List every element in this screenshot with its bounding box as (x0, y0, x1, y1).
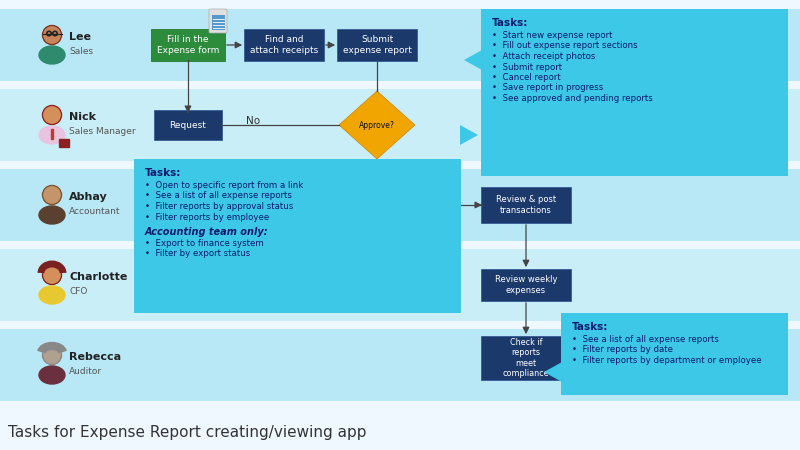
Circle shape (42, 105, 62, 125)
Circle shape (42, 26, 62, 45)
FancyBboxPatch shape (481, 336, 571, 380)
Circle shape (44, 267, 60, 283)
Text: Accounting team only:: Accounting team only: (145, 227, 269, 237)
Circle shape (44, 347, 60, 363)
Text: Abhay: Abhay (69, 192, 108, 202)
Ellipse shape (39, 286, 65, 304)
FancyBboxPatch shape (59, 140, 70, 148)
Text: Check if
reports
meet
compliance: Check if reports meet compliance (502, 338, 550, 378)
Ellipse shape (39, 126, 65, 144)
Text: •  Export to finance system: • Export to finance system (145, 239, 264, 248)
Text: •  Save report in progress: • Save report in progress (492, 84, 603, 93)
Text: Tasks:: Tasks: (492, 18, 528, 28)
FancyBboxPatch shape (561, 313, 788, 395)
Text: Fill in the
Expense form: Fill in the Expense form (157, 35, 219, 55)
FancyBboxPatch shape (481, 9, 788, 176)
Text: Sales Manager: Sales Manager (69, 127, 136, 136)
Text: •  Start new expense report: • Start new expense report (492, 31, 613, 40)
Text: Nick: Nick (69, 112, 96, 122)
FancyBboxPatch shape (211, 15, 225, 30)
Text: Sales: Sales (69, 48, 93, 57)
FancyBboxPatch shape (481, 187, 571, 223)
FancyBboxPatch shape (337, 29, 417, 61)
Text: Tasks:: Tasks: (572, 322, 608, 332)
Circle shape (42, 266, 62, 284)
Text: •  Submit report: • Submit report (492, 63, 562, 72)
Text: •  Filter by export status: • Filter by export status (145, 249, 250, 258)
Text: Submit
expense report: Submit expense report (342, 35, 411, 55)
Ellipse shape (39, 46, 65, 64)
Text: •  Fill out expense report sections: • Fill out expense report sections (492, 41, 638, 50)
Text: •  Filter reports by department or employee: • Filter reports by department or employ… (572, 356, 762, 365)
Text: •  Filter reports by approval status: • Filter reports by approval status (145, 202, 294, 211)
FancyBboxPatch shape (51, 129, 53, 139)
Text: •  See a list of all expense reports: • See a list of all expense reports (572, 335, 719, 344)
Polygon shape (339, 91, 415, 159)
Text: Request: Request (170, 121, 206, 130)
Text: •  Filter reports by employee: • Filter reports by employee (145, 212, 270, 221)
Ellipse shape (39, 206, 65, 224)
Ellipse shape (39, 366, 65, 384)
Text: Review weekly
expenses: Review weekly expenses (494, 275, 558, 295)
Text: •  Cancel report: • Cancel report (492, 73, 561, 82)
Text: •  See a list of all expense reports: • See a list of all expense reports (145, 192, 292, 201)
Text: Lee: Lee (69, 32, 91, 42)
FancyBboxPatch shape (0, 169, 800, 241)
Text: Find and
attach receipts: Find and attach receipts (250, 35, 318, 55)
FancyBboxPatch shape (0, 249, 800, 321)
Circle shape (44, 27, 60, 43)
FancyBboxPatch shape (134, 159, 461, 313)
Text: Accountant: Accountant (69, 207, 121, 216)
Circle shape (44, 187, 60, 203)
FancyBboxPatch shape (151, 29, 225, 61)
Circle shape (42, 185, 62, 204)
Text: No: No (246, 116, 260, 126)
Text: Rebecca: Rebecca (69, 352, 121, 362)
Text: •  Attach receipt photos: • Attach receipt photos (492, 52, 595, 61)
Polygon shape (460, 125, 478, 145)
FancyBboxPatch shape (244, 29, 324, 61)
Text: CFO: CFO (69, 288, 87, 297)
Text: Tasks for Expense Report creating/viewing app: Tasks for Expense Report creating/viewin… (8, 424, 366, 440)
Text: •  Filter reports by date: • Filter reports by date (572, 346, 673, 355)
Text: Approve?: Approve? (359, 121, 395, 130)
Text: Charlotte: Charlotte (69, 272, 127, 282)
FancyBboxPatch shape (481, 269, 571, 301)
Text: Auditor: Auditor (69, 368, 102, 377)
Circle shape (42, 346, 62, 365)
Text: Tasks:: Tasks: (145, 168, 182, 178)
Text: •  Open to specific report from a link: • Open to specific report from a link (145, 181, 303, 190)
FancyBboxPatch shape (209, 9, 227, 33)
Polygon shape (544, 362, 562, 382)
Text: •  See approved and pending reports: • See approved and pending reports (492, 94, 653, 103)
FancyBboxPatch shape (0, 329, 800, 401)
FancyBboxPatch shape (0, 9, 800, 81)
FancyBboxPatch shape (0, 89, 800, 161)
Circle shape (44, 107, 60, 123)
FancyBboxPatch shape (154, 110, 222, 140)
Text: Review & post
transactions: Review & post transactions (496, 195, 556, 215)
Polygon shape (464, 50, 482, 70)
